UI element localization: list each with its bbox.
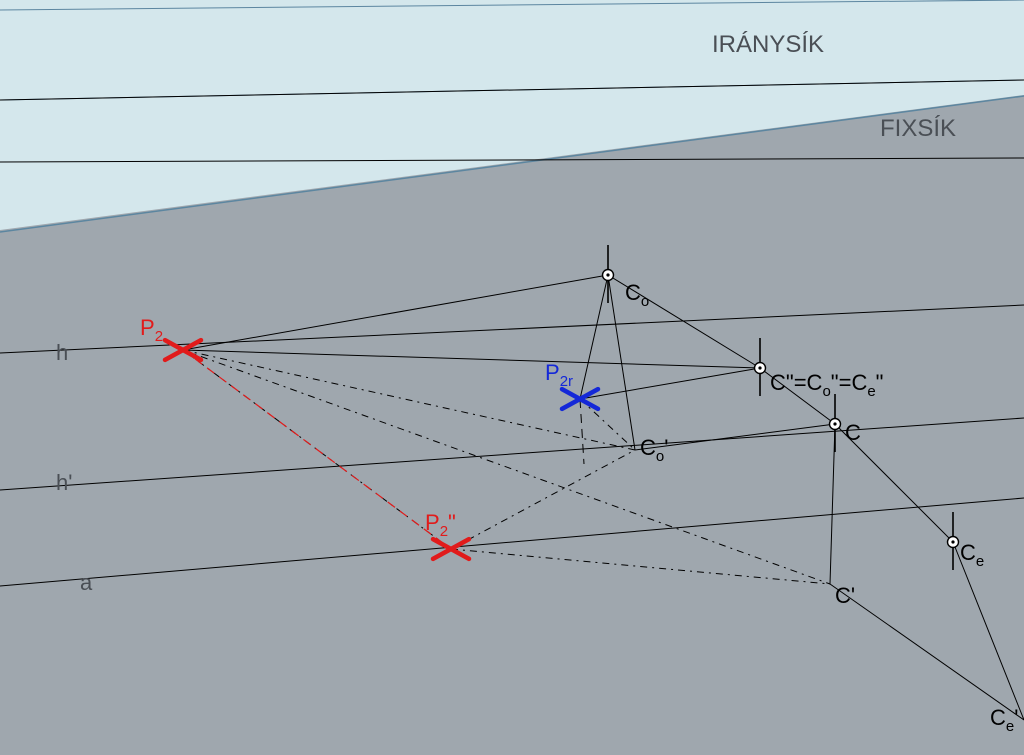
label-iranysik: IRÁNYSÍK xyxy=(712,31,824,58)
marker-Cdd-dot xyxy=(758,366,761,369)
marker-Ce-dot xyxy=(951,540,954,543)
label-C: C xyxy=(845,420,861,445)
marker-Cpt-dot xyxy=(833,422,836,425)
label-Cprime: C' xyxy=(835,583,855,608)
axis-label-h: h xyxy=(56,340,68,365)
label-fixsik: FIXSÍK xyxy=(880,115,956,142)
axis-label-a: a xyxy=(80,570,93,595)
marker-Co_top-dot xyxy=(606,273,609,276)
axis-label-hprime: h' xyxy=(56,470,72,495)
